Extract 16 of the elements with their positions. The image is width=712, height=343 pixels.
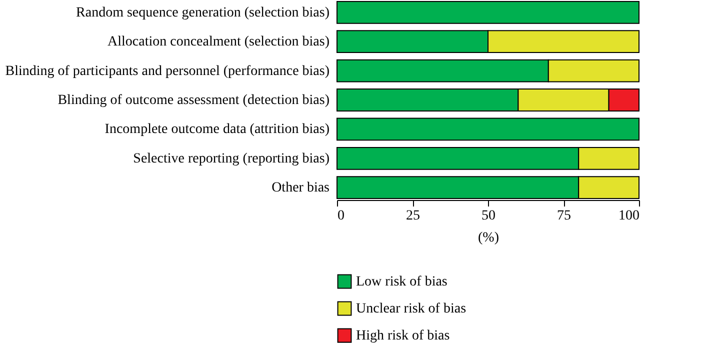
y-tick-label: Blinding of outcome assessment (detection bias) xyxy=(58,93,330,108)
x-tick-label: 100 xyxy=(618,208,640,224)
legend-label: High risk of bias xyxy=(356,328,450,343)
x-tick-label: 25 xyxy=(406,208,420,224)
x-tick-label: 75 xyxy=(557,208,571,224)
x-axis-title: (%) xyxy=(478,230,500,246)
legend-label: Low risk of bias xyxy=(356,274,448,290)
y-tick-label: Selective reporting (reporting bias) xyxy=(133,151,330,166)
y-tick-label: Incomplete outcome data (attrition bias) xyxy=(104,122,330,138)
y-tick-label: Allocation concealment (selection bias) xyxy=(108,34,330,50)
legend-label: Unclear risk of bias xyxy=(356,302,466,316)
y-tick-label: Blinding of participants and personnel (performance bias) xyxy=(5,64,330,79)
x-tick-label: 50 xyxy=(482,208,496,224)
y-tick-label: Random sequence generation (selection bias) xyxy=(76,5,330,20)
x-tick-label: 0 xyxy=(338,208,344,224)
y-tick-label: Other bias xyxy=(272,180,330,196)
